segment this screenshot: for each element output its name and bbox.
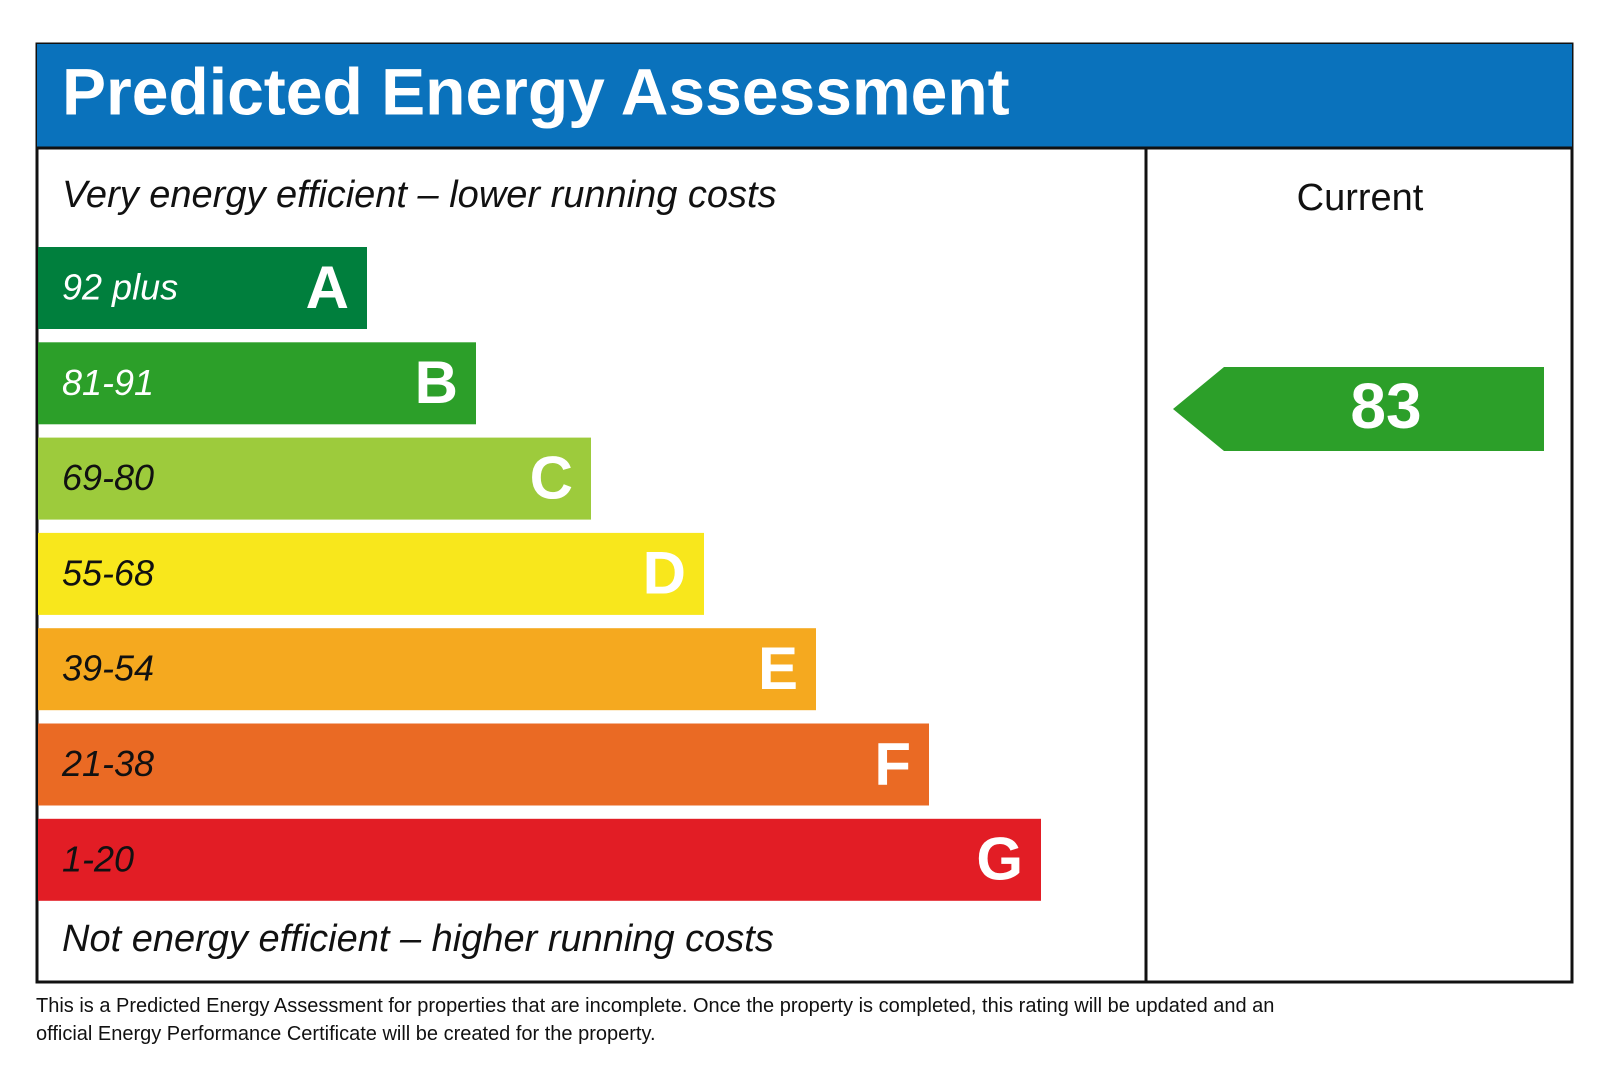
top-note: Very energy efficient – lower running co… — [62, 174, 777, 216]
band-letter: F — [874, 730, 911, 797]
band-bar — [38, 818, 1041, 901]
band-letter: C — [530, 444, 573, 511]
band-range: 55-68 — [62, 552, 154, 593]
band-bar — [38, 628, 816, 711]
current-value: 83 — [1350, 370, 1421, 442]
footer-note: This is a Predicted Energy Assessment fo… — [36, 995, 1275, 1045]
band-range: 69-80 — [62, 457, 154, 498]
band-range: 92 plus — [62, 267, 178, 308]
band-bar — [38, 247, 367, 329]
band-range: 1-20 — [62, 838, 134, 879]
band-letter: G — [976, 826, 1023, 893]
current-arrow — [1173, 367, 1544, 451]
band-letter: B — [415, 349, 458, 416]
band-letter: D — [643, 540, 686, 607]
title: Predicted Energy Assessment — [62, 54, 1010, 128]
band-letter: E — [758, 635, 798, 702]
current-label: Current — [1297, 177, 1424, 219]
band-range: 21-38 — [61, 743, 154, 784]
band-bar — [38, 437, 591, 520]
band-range: 81-91 — [62, 362, 154, 403]
band-letter: A — [306, 254, 349, 321]
header-bar — [37, 44, 1572, 148]
band-bar — [38, 342, 476, 425]
band-range: 39-54 — [62, 648, 154, 689]
bottom-note: Not energy efficient – higher running co… — [62, 918, 774, 960]
epc-diagram: Predicted Energy Assessment Very energy … — [35, 42, 1574, 984]
band-bar — [38, 532, 704, 615]
band-bar — [38, 723, 929, 806]
